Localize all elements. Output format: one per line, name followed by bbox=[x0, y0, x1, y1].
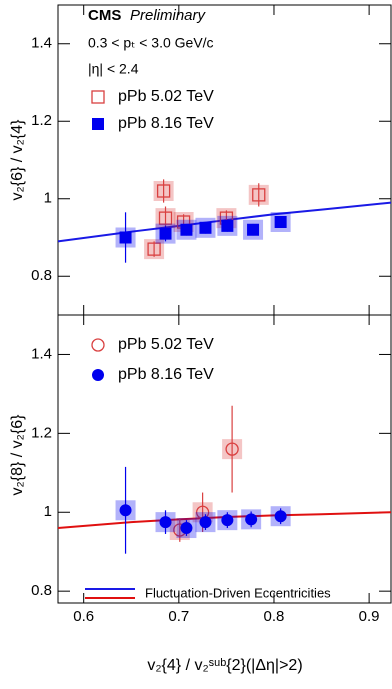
data-point bbox=[221, 514, 234, 527]
y-tick-label: 1 bbox=[44, 190, 52, 207]
y-axis-label: v₂{8} / v₂{6} bbox=[9, 414, 26, 496]
data-point bbox=[247, 223, 260, 236]
data-point bbox=[156, 184, 171, 198]
y-tick-label: 1.2 bbox=[31, 424, 52, 441]
x-tick-label: 0.9 bbox=[359, 608, 380, 625]
legend-marker bbox=[92, 118, 104, 130]
data-point bbox=[252, 188, 266, 202]
legend-marker bbox=[91, 338, 105, 352]
data-point bbox=[199, 516, 212, 529]
legend-label: pPb 8.16 TeV bbox=[118, 366, 214, 383]
data-point bbox=[180, 522, 193, 535]
y-tick-label: 0.8 bbox=[31, 267, 52, 284]
legend-marker bbox=[92, 369, 104, 381]
top-frame bbox=[57, 4, 392, 316]
data-point bbox=[274, 510, 287, 523]
data-point bbox=[180, 223, 193, 236]
legend-marker bbox=[91, 90, 105, 104]
model-legend-label: Fluctuation-Driven Eccentricities bbox=[145, 585, 331, 600]
bottom-frame bbox=[57, 314, 392, 604]
y-tick-label: 1.4 bbox=[31, 35, 52, 52]
data-point bbox=[119, 231, 132, 244]
x-tick-label: 0.7 bbox=[168, 608, 189, 625]
data-point bbox=[158, 211, 173, 225]
preliminary-label: Preliminary bbox=[130, 7, 207, 24]
y-axis-label: v₂{6} / v₂{4} bbox=[9, 119, 26, 201]
data-point bbox=[147, 242, 161, 256]
cms-label: CMS bbox=[88, 7, 121, 24]
data-point bbox=[199, 221, 212, 234]
data-point bbox=[221, 219, 234, 232]
cut-label: |η| < 2.4 bbox=[88, 61, 139, 77]
data-point bbox=[159, 516, 172, 529]
y-tick-label: 1 bbox=[44, 503, 52, 520]
legend-label: pPb 5.02 TeV bbox=[118, 336, 214, 353]
data-point bbox=[245, 513, 258, 526]
y-tick-label: 1.4 bbox=[31, 345, 52, 362]
y-tick-label: 0.8 bbox=[31, 582, 52, 599]
data-point bbox=[119, 504, 132, 517]
legend-label: pPb 5.02 TeV bbox=[118, 88, 214, 105]
legend-label: pPb 8.16 TeV bbox=[118, 115, 214, 132]
x-tick-label: 0.6 bbox=[73, 608, 94, 625]
x-axis-label: v₂{4} / v₂ˢᵘᵇ{2}(|Δη|>2) bbox=[147, 657, 302, 674]
data-point bbox=[159, 227, 172, 240]
x-tick-label: 0.8 bbox=[264, 608, 285, 625]
data-point bbox=[274, 216, 287, 228]
cut-label: 0.3 < pₜ < 3.0 GeV/c bbox=[88, 35, 214, 51]
y-tick-label: 1.2 bbox=[31, 112, 52, 129]
data-point bbox=[225, 442, 239, 456]
